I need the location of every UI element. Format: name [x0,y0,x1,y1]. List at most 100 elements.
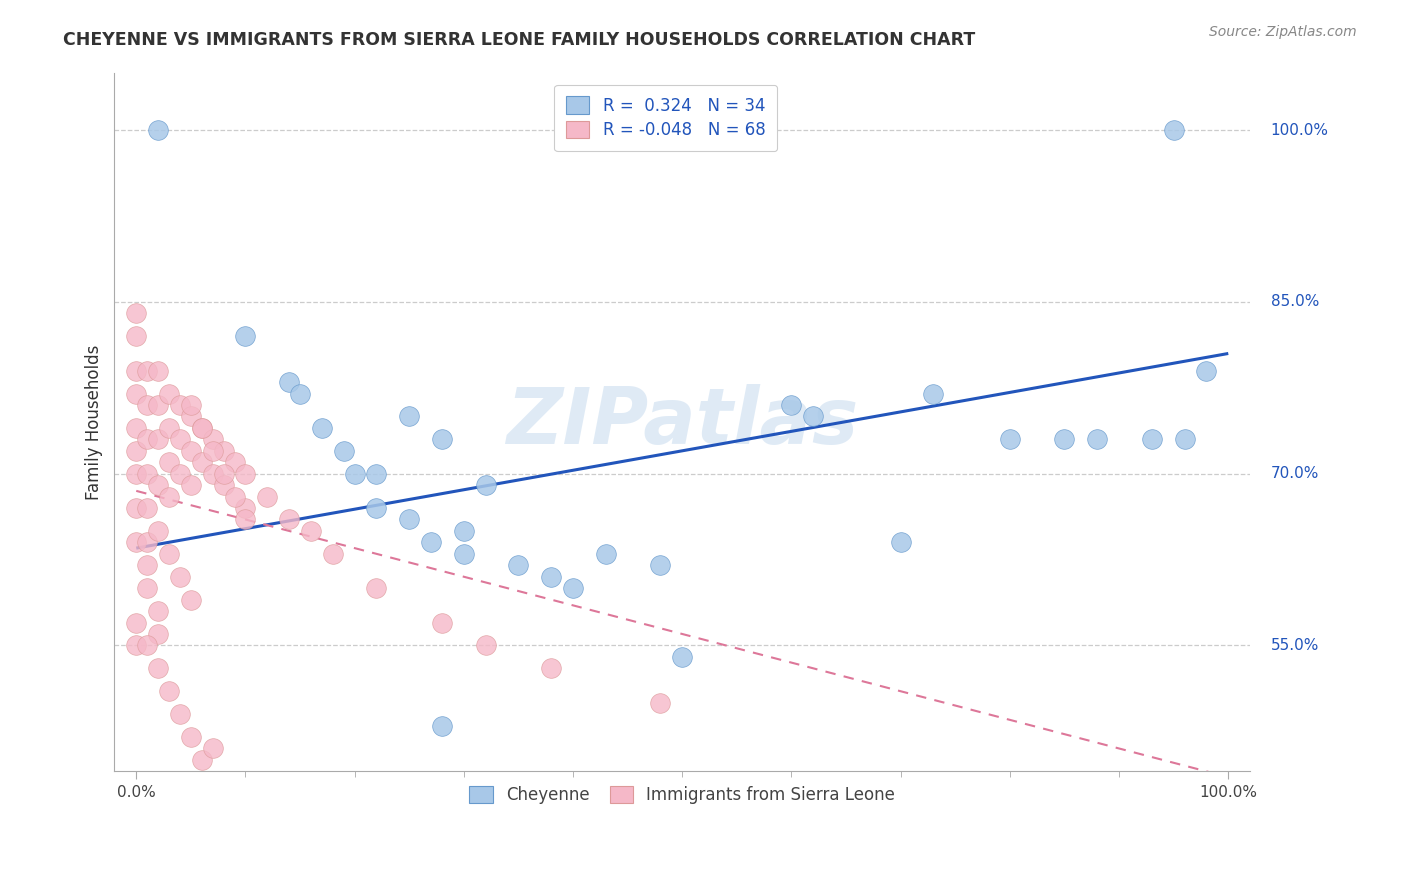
Point [136,535,159,549]
Point [212,478,235,492]
Point [157,547,180,561]
Point [125,386,148,401]
Point [125,639,148,653]
Point [191,455,214,469]
Point [224,490,246,504]
Y-axis label: Family Households: Family Households [86,344,103,500]
Point [540,570,562,584]
Point [169,570,191,584]
Point [430,718,453,732]
Point [1174,433,1197,447]
Point [212,443,235,458]
Point [343,467,366,481]
Point [146,627,169,641]
Point [562,581,585,595]
Point [125,443,148,458]
Point [311,421,333,435]
Point [922,386,945,401]
Text: Source: ZipAtlas.com: Source: ZipAtlas.com [1209,25,1357,39]
Point [595,547,617,561]
Point [146,398,169,412]
Point [125,535,148,549]
Point [201,433,224,447]
Point [398,512,420,526]
Point [224,455,246,469]
Point [157,386,180,401]
Point [136,639,159,653]
Point [366,581,388,595]
Text: ZIPatlas: ZIPatlas [506,384,859,460]
Point [191,753,214,767]
Point [157,490,180,504]
Point [180,398,202,412]
Point [453,524,475,538]
Point [890,535,912,549]
Point [146,478,169,492]
Text: 70.0%: 70.0% [1271,467,1319,481]
Point [146,604,169,618]
Point [125,501,148,516]
Point [650,558,672,573]
Point [235,329,257,343]
Point [125,467,148,481]
Point [136,467,159,481]
Point [125,615,148,630]
Point [235,467,257,481]
Point [1140,433,1163,447]
Point [146,433,169,447]
Point [474,478,496,492]
Text: 85.0%: 85.0% [1271,294,1319,310]
Point [474,639,496,653]
Point [256,490,278,504]
Point [430,433,453,447]
Point [191,421,214,435]
Point [366,501,388,516]
Point [801,409,824,424]
Point [398,409,420,424]
Point [453,547,475,561]
Point [180,409,202,424]
Point [322,547,344,561]
Legend: Cheyenne, Immigrants from Sierra Leone: Cheyenne, Immigrants from Sierra Leone [458,774,907,815]
Point [191,421,214,435]
Point [180,478,202,492]
Point [1085,433,1108,447]
Point [332,443,354,458]
Point [125,364,148,378]
Point [201,467,224,481]
Text: 100.0%: 100.0% [1271,123,1329,137]
Point [136,433,159,447]
Point [169,398,191,412]
Point [146,364,169,378]
Point [201,443,224,458]
Point [671,649,693,664]
Point [180,592,202,607]
Point [780,398,803,412]
Point [169,707,191,722]
Point [650,696,672,710]
Point [430,615,453,630]
Point [136,558,159,573]
Point [146,123,169,137]
Point [1163,123,1185,137]
Point [125,306,148,320]
Point [125,421,148,435]
Point [420,535,443,549]
Point [180,443,202,458]
Point [278,512,301,526]
Point [212,467,235,481]
Point [136,581,159,595]
Point [146,524,169,538]
Point [508,558,530,573]
Point [125,329,148,343]
Point [278,375,301,389]
Point [180,730,202,744]
Point [235,512,257,526]
Point [366,467,388,481]
Point [136,501,159,516]
Point [157,455,180,469]
Point [540,661,562,675]
Point [288,386,311,401]
Point [1195,364,1218,378]
Point [201,741,224,756]
